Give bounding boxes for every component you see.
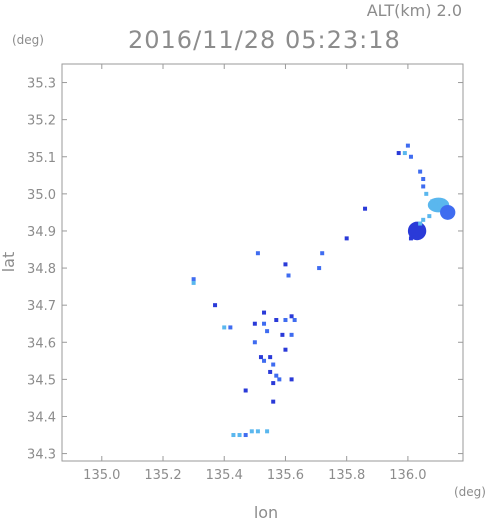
echo-point — [421, 184, 426, 189]
echo-point — [408, 236, 413, 241]
x-tick-label: 135.2 — [144, 468, 181, 483]
y-tick-label: 34.4 — [27, 410, 56, 425]
echo-point — [418, 169, 423, 174]
x-axis-label: lon — [254, 503, 278, 521]
x-unit-label: (deg) — [454, 485, 486, 499]
y-tick-label: 35.0 — [27, 188, 56, 203]
echo-point — [243, 388, 248, 393]
echo-point — [271, 381, 276, 386]
echo-point — [213, 303, 218, 308]
echo-point — [418, 221, 423, 226]
echo-point — [289, 314, 294, 319]
echo-point — [320, 251, 325, 256]
chart-title: 2016/11/28 05:23:18 — [128, 26, 401, 54]
echo-point — [421, 177, 426, 182]
echo-point — [258, 355, 263, 360]
y-axis-ticks: 34.3 34.4 34.5 34.6 34.7 34.8 34.9 35.0 35.1 35.2… — [27, 77, 463, 463]
echo-point — [237, 433, 242, 438]
plot-frame — [61, 63, 464, 462]
echo-point — [262, 310, 267, 315]
echo-point — [191, 280, 196, 285]
echo-point — [222, 325, 227, 330]
echo-point — [271, 399, 276, 404]
echo-point — [255, 251, 260, 256]
echo-point — [317, 266, 322, 271]
echo-point — [262, 358, 267, 363]
echo-point — [448, 210, 453, 215]
echo-point — [228, 325, 233, 330]
y-tick-label: 35.3 — [27, 77, 56, 92]
y-tick-label: 35.1 — [27, 151, 56, 166]
echo-point — [402, 151, 407, 156]
echo-point — [274, 318, 279, 323]
echo-point — [424, 191, 429, 196]
echo-point — [289, 332, 294, 337]
echo-cell — [440, 204, 456, 220]
echo-point — [415, 228, 420, 233]
x-tick-label: 135.0 — [83, 468, 120, 483]
echo-point — [363, 206, 368, 211]
echo-point — [396, 151, 401, 156]
echo-point — [430, 199, 435, 204]
echo-point — [283, 347, 288, 352]
y-tick-label: 34.8 — [27, 262, 56, 277]
echo-point — [286, 273, 291, 278]
x-tick-label: 136.0 — [389, 468, 426, 483]
echo-point — [274, 373, 279, 378]
x-tick-label: 135.6 — [267, 468, 304, 483]
echo-point — [405, 143, 410, 148]
y-tick-label: 34.5 — [27, 373, 56, 388]
echo-point — [408, 154, 413, 159]
y-tick-label: 34.3 — [27, 448, 56, 463]
echo-point — [421, 217, 426, 222]
echo-point — [289, 377, 294, 382]
echo-point — [265, 429, 270, 434]
y-tick-label: 34.6 — [27, 336, 56, 351]
y-axis-label: lat — [0, 252, 18, 273]
x-tick-label: 135.8 — [328, 468, 365, 483]
echo-point — [252, 340, 257, 345]
echo-point — [249, 429, 254, 434]
echo-point — [283, 262, 288, 267]
echo-point — [433, 202, 438, 207]
echo-point — [344, 236, 349, 241]
echo-point — [265, 329, 270, 334]
echo-point — [427, 214, 432, 219]
echo-point — [268, 369, 273, 374]
echo-point — [262, 321, 267, 326]
echo-point — [442, 206, 447, 211]
echo-point — [271, 362, 276, 367]
y-tick-label: 34.9 — [27, 225, 56, 240]
y-unit-label: (deg) — [12, 33, 44, 47]
y-tick-label: 35.2 — [27, 114, 56, 129]
echo-point — [268, 355, 273, 360]
echo-point — [191, 277, 196, 282]
echo-point — [231, 433, 236, 438]
echo-point — [280, 332, 285, 337]
echo-point — [255, 429, 260, 434]
echo-point — [283, 318, 288, 323]
y-tick-label: 34.7 — [27, 299, 56, 314]
echo-point — [277, 377, 282, 382]
echo-point — [252, 321, 257, 326]
echo-point — [243, 433, 248, 438]
altitude-label: ALT(km) 2.0 — [367, 1, 462, 20]
x-tick-label: 135.4 — [206, 468, 243, 483]
x-axis-ticks: 135.0 135.2 135.4 135.6 135.8 136.0 — [83, 64, 427, 483]
echo-point — [292, 318, 297, 323]
radar-echo-layer — [191, 143, 456, 438]
